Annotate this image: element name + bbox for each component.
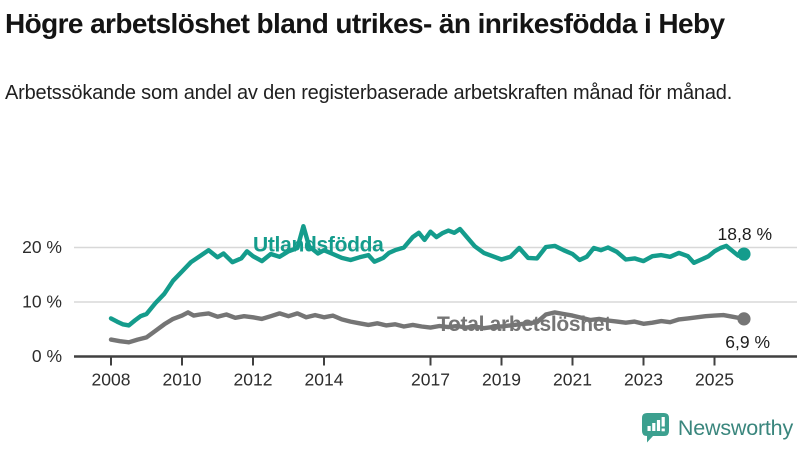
series-end-label-utlandsfodda: 18,8 % [718,224,772,244]
page-title: Högre arbetslöshet bland utrikes- än inr… [5,8,725,39]
x-tick-label: 2014 [305,370,344,390]
x-tick-label: 2023 [624,370,663,390]
y-tick-label: 20 % [22,237,62,257]
x-tick-label: 2012 [234,370,273,390]
x-tick-label: 2017 [411,370,450,390]
x-tick-label: 2010 [163,370,202,390]
series-end-label-total: 6,9 % [725,332,770,352]
x-tick-label: 2025 [695,370,734,390]
newsworthy-logo-text: Newsworthy [677,415,793,440]
x-tick-label: 2019 [482,370,521,390]
newsworthy-logo: Newsworthy [641,413,793,443]
x-tick-label: 2021 [553,370,592,390]
series-endpoint-dot-utlandsfodda [737,247,751,261]
y-tick-label: 10 % [22,292,62,312]
chart-subtitle: Arbetssökande som andel av den registerb… [5,82,733,104]
series-endpoint-dot-total [737,312,751,326]
x-tick-label: 2008 [92,370,131,390]
series-label-utlandsfodda: Utlandsfödda [253,234,384,257]
series-line-utlandsfodda [108,223,747,328]
series-label-total: Total arbetslöshet [437,313,611,336]
series-line-total [108,310,747,345]
y-tick-label: 0 % [32,346,62,366]
chart-header: Högre arbetslöshet bland utrikes- än inr… [5,6,797,108]
newsworthy-bars-icon [641,413,669,443]
